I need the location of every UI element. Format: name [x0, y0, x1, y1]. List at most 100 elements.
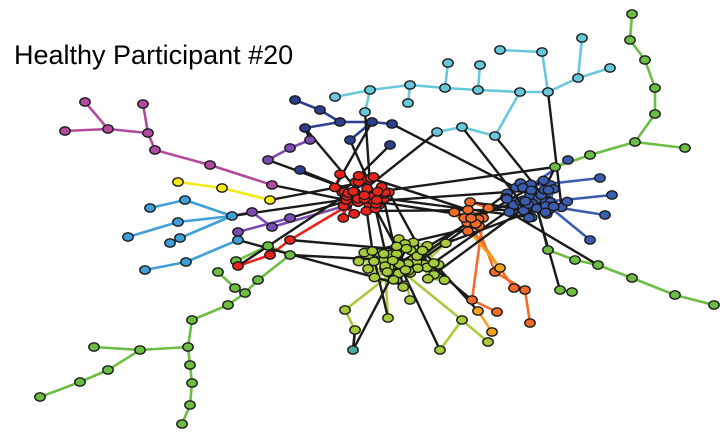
edge-460: [148, 198, 187, 210]
edge-468: [270, 204, 348, 229]
node-150: [462, 204, 474, 215]
node-212: [599, 210, 611, 220]
node-183: [364, 85, 376, 95]
node-137: [399, 265, 412, 275]
node-241: [88, 342, 100, 352]
node-84: [542, 185, 555, 195]
network-edges: [38, 12, 716, 426]
node-259: [508, 283, 520, 293]
node-184: [404, 80, 416, 90]
node-190: [514, 87, 526, 97]
edge-567: [288, 238, 412, 252]
node-191: [542, 87, 554, 97]
edge-463: [184, 238, 240, 264]
node-207: [294, 165, 306, 175]
edge-598: [369, 176, 470, 212]
node-200: [431, 127, 443, 137]
node-220: [629, 137, 641, 147]
edge-583: [398, 263, 442, 352]
node-122: [416, 245, 429, 256]
node-187: [442, 58, 454, 68]
node-186: [472, 85, 484, 95]
node-243: [222, 300, 234, 310]
edge-556: [390, 122, 532, 197]
edge-539: [470, 216, 485, 302]
node-238: [186, 378, 198, 388]
edge-512: [630, 276, 677, 297]
edge-582: [363, 224, 481, 254]
node-138: [390, 241, 403, 252]
edge-449: [63, 127, 110, 133]
node-158: [137, 99, 149, 109]
node-166: [172, 217, 184, 227]
edge-458: [126, 220, 180, 239]
edge-579: [508, 210, 600, 267]
node-155: [102, 124, 114, 134]
node-176: [284, 213, 296, 223]
node-262: [472, 306, 484, 316]
node-149: [464, 197, 476, 207]
edge-472: [333, 88, 372, 99]
node-197: [402, 98, 414, 108]
node-201: [289, 95, 301, 105]
node-192: [572, 73, 584, 83]
node-182: [329, 92, 341, 102]
node-87: [525, 185, 538, 196]
node-185: [439, 83, 451, 93]
node-210: [594, 173, 606, 183]
node-114: [387, 274, 400, 285]
node-171: [174, 233, 186, 243]
node-251: [232, 261, 244, 271]
node-244: [239, 288, 251, 298]
edge-473: [368, 83, 412, 92]
edge-505: [633, 112, 657, 144]
node-44: [348, 208, 361, 219]
node-37: [370, 195, 383, 205]
node-134: [421, 273, 434, 284]
node-233: [74, 377, 86, 387]
node-234: [102, 365, 114, 375]
node-70: [503, 207, 516, 217]
edge-452: [153, 148, 212, 167]
node-204: [366, 117, 378, 127]
node-153: [465, 213, 477, 224]
node-202: [314, 105, 326, 115]
node-178: [262, 155, 274, 165]
edge-566: [288, 253, 386, 262]
node-227: [708, 300, 720, 310]
node-215: [626, 9, 638, 19]
node-38: [371, 186, 384, 197]
edge-462: [143, 260, 188, 272]
node-260: [486, 327, 498, 337]
node-81: [519, 196, 532, 207]
node-43: [352, 170, 365, 181]
node-199: [489, 131, 501, 141]
node-45: [358, 190, 371, 201]
node-270: [347, 345, 359, 355]
node-209: [384, 140, 396, 150]
node-159: [149, 145, 161, 155]
node-196: [359, 107, 371, 117]
edge-549: [460, 318, 490, 344]
node-206: [299, 123, 311, 133]
node-253: [284, 235, 296, 245]
node-230: [554, 285, 566, 295]
node-165: [122, 232, 134, 242]
node-115: [427, 258, 440, 268]
node-228: [569, 255, 581, 265]
edge-508: [633, 140, 687, 150]
node-219: [649, 109, 661, 119]
edge-506: [588, 140, 637, 157]
edge-523: [256, 253, 292, 282]
node-250: [262, 241, 274, 251]
node-247: [229, 283, 241, 293]
edge-461: [183, 198, 234, 218]
node-198: [456, 122, 468, 132]
node-211: [606, 190, 618, 200]
edge-476: [476, 88, 522, 94]
node-77: [523, 212, 535, 223]
node-101: [368, 272, 381, 283]
edge-515: [38, 380, 82, 399]
node-240: [176, 419, 188, 429]
